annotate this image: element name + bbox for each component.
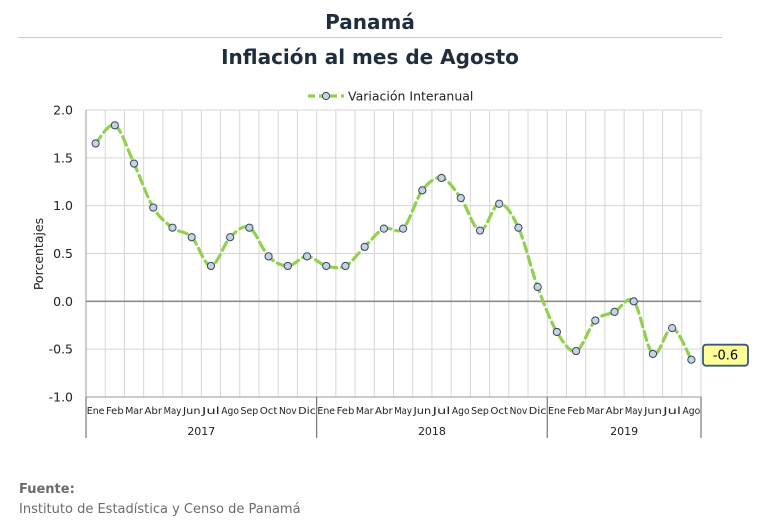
country-heading: Panamá — [325, 10, 415, 34]
data-point — [437, 173, 446, 183]
y-tick-label: -0.5 — [49, 342, 73, 357]
data-point — [226, 233, 235, 242]
x-tick-label: May — [394, 406, 412, 417]
year-label: 2019 — [610, 425, 638, 438]
x-tick-label: Abr — [375, 406, 393, 417]
x-tick-label: Sep — [241, 406, 259, 417]
data-point — [187, 233, 196, 242]
y-tick-label: 1.0 — [53, 198, 73, 213]
x-tick-label: May — [625, 406, 643, 417]
x-tick-label: Dic — [529, 406, 547, 417]
x-tick-label: Mar — [356, 406, 374, 417]
data-point — [149, 203, 158, 212]
title-divider — [18, 37, 722, 38]
y-tick-label: 1.5 — [53, 150, 73, 165]
grid-lines — [85, 109, 702, 398]
x-tick-label: Mar — [125, 406, 143, 417]
data-point — [571, 346, 581, 356]
data-point — [91, 139, 100, 148]
source-label: Fuente: — [19, 482, 75, 497]
x-tick-label: Dic — [298, 406, 316, 417]
data-point — [687, 355, 696, 364]
legend: Variación Interanual — [308, 89, 473, 104]
data-point — [283, 261, 292, 271]
data-point — [629, 297, 638, 306]
data-point — [322, 261, 331, 271]
year-label: 2017 — [187, 425, 215, 438]
data-point — [341, 261, 350, 271]
data-point — [475, 226, 485, 235]
data-point — [610, 307, 619, 316]
x-tick-label: Jul — [662, 406, 681, 417]
data-point — [168, 223, 177, 232]
x-tick-label: Jul — [201, 406, 220, 417]
data-point — [302, 252, 312, 261]
year-label: 2018 — [418, 425, 446, 438]
x-tick-label: Ene — [317, 406, 335, 417]
x-tick-label: Ago — [452, 406, 470, 417]
x-tick-label: Abr — [144, 406, 162, 417]
x-tick-label: Jun — [182, 406, 201, 417]
x-tick-label: Ene — [87, 406, 105, 417]
x-tick-label: May — [164, 406, 182, 417]
y-tick-label: 0.0 — [53, 294, 73, 309]
legend-swatch-marker — [321, 91, 331, 101]
x-tick-label: Ene — [548, 406, 566, 417]
data-point — [591, 316, 600, 325]
x-tick-label: Ago — [221, 406, 239, 417]
x-tick-label: Abr — [606, 406, 624, 417]
y-tick-label: 2.0 — [53, 103, 73, 118]
value-annotation-label: -0.6 — [713, 349, 738, 364]
x-tick-label: Oct — [490, 406, 508, 417]
data-point — [110, 121, 119, 130]
x-tick-label: Feb — [337, 406, 355, 417]
x-tick-label: Jul — [431, 406, 450, 417]
data-point — [264, 252, 273, 261]
data-point — [129, 159, 139, 168]
x-tick-label: Jun — [643, 406, 662, 417]
data-point — [399, 224, 408, 233]
value-annotation-box — [702, 343, 749, 367]
data-point — [379, 224, 388, 233]
x-tick-label: Sep — [471, 406, 489, 417]
data-point — [648, 349, 658, 359]
chart-title: Inflación al mes de Agosto — [221, 45, 519, 69]
x-tick-label: Oct — [260, 406, 278, 417]
data-point — [245, 223, 254, 232]
y-tick-label: 0.5 — [53, 246, 73, 261]
data-point — [533, 282, 542, 292]
x-tick-label: Nov — [510, 406, 528, 417]
data-point — [206, 261, 216, 271]
x-tick-label: Ago — [683, 406, 701, 417]
data-point — [668, 324, 677, 333]
data-point — [360, 242, 369, 251]
series-layer: -0.6 — [91, 121, 749, 367]
y-tick-label: -1.0 — [49, 390, 73, 405]
x-tick-label: Feb — [106, 406, 124, 417]
x-tick-label: Jun — [412, 406, 431, 417]
x-tick-label: Nov — [279, 406, 297, 417]
legend-label: Variación Interanual — [348, 89, 473, 104]
x-tick-label: Feb — [567, 406, 585, 417]
data-point — [418, 186, 427, 195]
data-point — [456, 193, 465, 203]
source-text: Instituto de Estadística y Censo de Pana… — [19, 502, 301, 517]
data-point — [514, 223, 523, 232]
data-point — [495, 199, 504, 208]
x-tick-label: Mar — [586, 406, 604, 417]
data-point — [552, 327, 561, 337]
y-axis-label: Porcentajes — [31, 218, 46, 290]
